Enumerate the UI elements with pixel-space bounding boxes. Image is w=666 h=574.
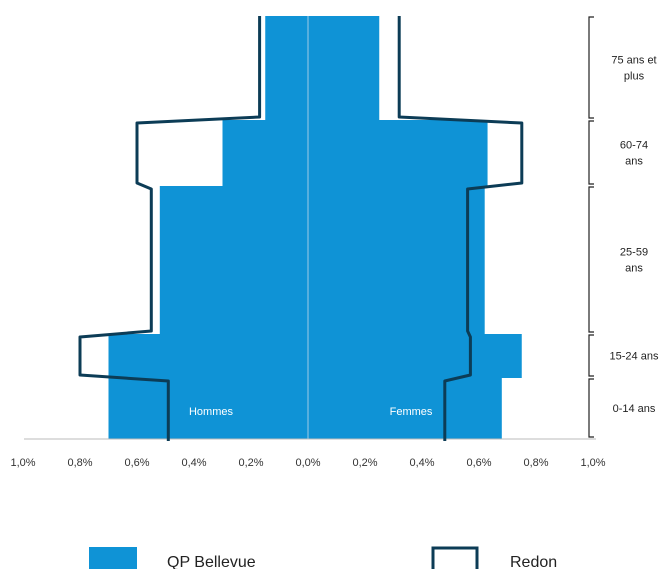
outline-femmes: [397, 16, 524, 441]
bar-hommes-60-74-ans: [222, 120, 308, 186]
side-label-hommes: Hommes: [189, 406, 234, 418]
x-tick-label: 0,2%: [238, 457, 263, 469]
x-tick-label: 0,6%: [466, 457, 491, 469]
bracket-25-59-ans: [588, 186, 594, 333]
bracket-0-14-ans: [588, 378, 594, 438]
x-tick-label: 0,0%: [295, 457, 320, 469]
legend-swatch-qp-bellevue: [89, 547, 137, 574]
x-tick-label: 0,2%: [352, 457, 377, 469]
legend-label-qp-bellevue: QP Bellevue: [167, 554, 256, 569]
age-group-label: ans: [625, 156, 643, 168]
age-group-label: plus: [624, 71, 645, 83]
x-tick-label: 0,4%: [181, 457, 206, 469]
x-tick-label: 1,0%: [580, 457, 605, 469]
bar-femmes-60-74-ans: [308, 120, 488, 186]
x-tick-label: 1,0%: [10, 457, 35, 469]
x-tick-label: 0,8%: [523, 457, 548, 469]
outline-hommes: [78, 16, 262, 441]
legend: QP Bellevue Redon: [89, 546, 557, 574]
bar-hommes-15-24-ans: [108, 334, 308, 378]
x-tick-label: 0,4%: [409, 457, 434, 469]
x-axis-ticks: 1,0% 0,8% 0,6% 0,4% 0,2% 0,0% 0,2% 0,4% 0,6% 0,8%…: [10, 457, 605, 469]
bracket-75-ans-et-plus: [588, 16, 594, 119]
age-group-label: 75 ans et: [611, 55, 656, 67]
age-group-label: 0-14 ans: [613, 403, 656, 415]
legend-swatch-redon: [431, 546, 479, 574]
outline-redon: [78, 16, 524, 441]
age-group-label: 25-59: [620, 247, 648, 259]
age-group-label: 60-74: [620, 140, 648, 152]
bar-femmes-0-14-ans: [308, 378, 502, 439]
side-label-femmes: Femmes: [390, 406, 433, 418]
x-tick-label: 0,6%: [124, 457, 149, 469]
legend-label-redon: Redon: [510, 554, 557, 569]
bar-femmes-25-59-ans: [308, 186, 485, 334]
bracket-60-74-ans: [588, 120, 594, 185]
x-tick-label: 0,8%: [67, 457, 92, 469]
age-group-label: 15-24 ans: [610, 351, 659, 363]
age-group-label: ans: [625, 263, 643, 275]
bar-hommes-75-ans-et-plus: [265, 16, 308, 120]
bar-hommes-25-59-ans: [159, 186, 308, 334]
bar-femmes-75-ans-et-plus: [308, 16, 380, 120]
bar-hommes-0-14-ans: [108, 378, 308, 439]
bars-qp-bellevue: [108, 16, 522, 439]
bar-femmes-15-24-ans: [308, 334, 522, 378]
age-group-brackets: 75 ans et plus 60-74 ans 25-59 ans 15-24 ans 0-…: [588, 16, 659, 438]
bracket-15-24-ans: [588, 334, 594, 377]
